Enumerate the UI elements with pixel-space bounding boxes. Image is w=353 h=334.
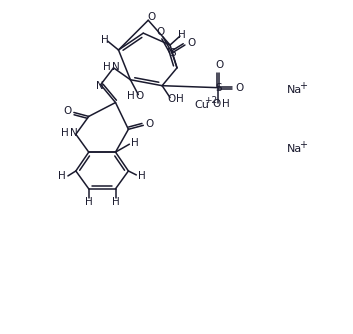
Text: N: N — [70, 128, 78, 138]
Text: O: O — [147, 12, 155, 22]
Text: Cu: Cu — [195, 100, 210, 110]
Text: H: H — [85, 197, 92, 207]
Text: N: N — [96, 81, 103, 91]
Text: H: H — [103, 62, 110, 72]
Text: O: O — [235, 83, 244, 93]
Text: O: O — [156, 27, 164, 37]
Text: N: N — [112, 62, 119, 72]
Text: S: S — [215, 83, 222, 93]
Text: H: H — [61, 128, 69, 138]
Text: H: H — [138, 171, 146, 181]
Text: +: + — [299, 140, 307, 150]
Text: S: S — [170, 48, 176, 58]
Text: H: H — [112, 197, 119, 207]
Text: Na: Na — [287, 144, 302, 154]
Text: O: O — [64, 107, 72, 117]
Text: H: H — [178, 30, 186, 40]
Text: O: O — [135, 91, 143, 101]
Text: +: + — [299, 81, 307, 91]
Text: H: H — [222, 99, 229, 109]
Text: H: H — [126, 91, 134, 101]
Text: H: H — [131, 138, 139, 148]
Text: O: O — [188, 38, 196, 48]
Text: Na: Na — [287, 85, 302, 95]
Text: +2: +2 — [204, 96, 217, 105]
Text: O: O — [213, 99, 221, 109]
Text: H: H — [58, 171, 66, 181]
Text: O: O — [167, 94, 175, 104]
Text: H: H — [101, 35, 108, 45]
Text: O: O — [145, 119, 153, 129]
Text: O: O — [216, 60, 224, 70]
Text: H: H — [176, 94, 184, 104]
